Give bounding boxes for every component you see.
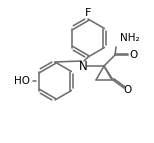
Text: HO: HO [14, 76, 30, 86]
Text: O: O [124, 85, 132, 95]
Text: F: F [85, 7, 91, 17]
Text: N: N [79, 59, 87, 73]
Text: NH₂: NH₂ [120, 33, 140, 43]
Text: O: O [129, 50, 137, 60]
